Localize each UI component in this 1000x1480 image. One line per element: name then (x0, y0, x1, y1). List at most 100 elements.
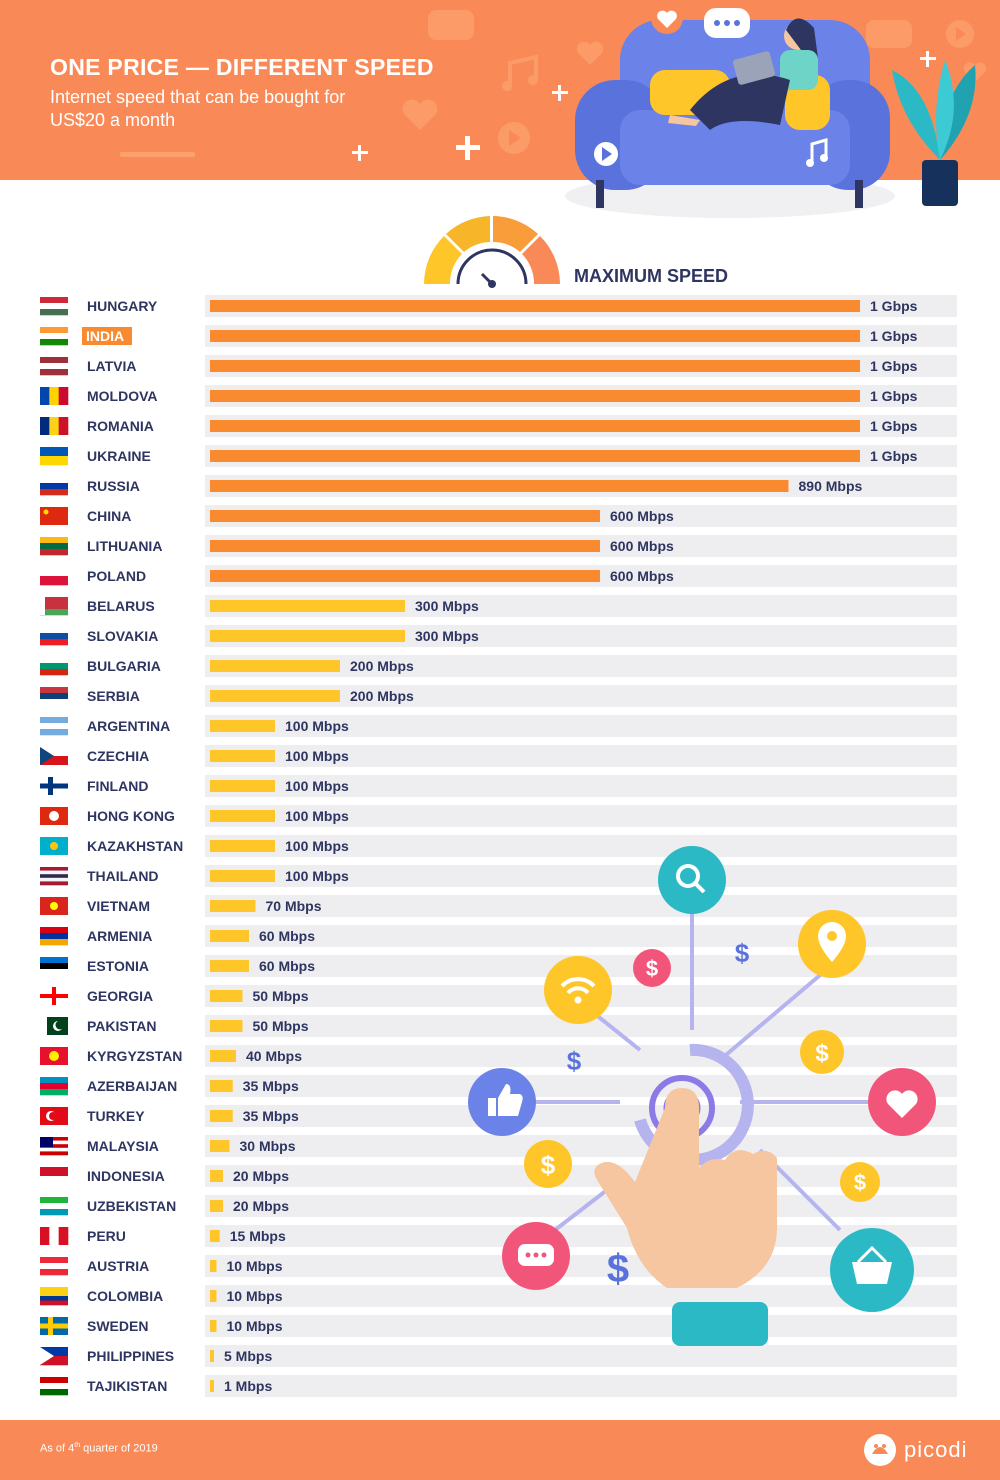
picodi-logo-icon (864, 1434, 896, 1466)
plant-illustration (892, 60, 976, 206)
flag-icon (40, 897, 68, 915)
search-icon (658, 846, 726, 914)
value-label: 1 Gbps (870, 388, 918, 404)
value-label: 1 Mbps (224, 1378, 272, 1394)
bar (210, 1200, 223, 1212)
bar-track (205, 1345, 957, 1367)
chart-row: BULGARIA 200 Mbps (40, 655, 957, 677)
bar-track (205, 1255, 957, 1277)
country-label: HONG KONG (87, 808, 175, 824)
value-label: 300 Mbps (415, 628, 479, 644)
country-label: SLOVAKIA (87, 628, 158, 644)
flag-icon (40, 1197, 68, 1216)
footnote: As of 4th quarter of 2019 (40, 1442, 158, 1455)
value-label: 50 Mbps (253, 1018, 309, 1034)
flag-icon (40, 477, 68, 496)
chart-row: ROMANIA 1 Gbps (40, 415, 957, 437)
chart-row: INDIA 1 Gbps (40, 325, 957, 347)
country-label: BULGARIA (87, 658, 161, 674)
country-label: MOLDOVA (87, 388, 158, 404)
svg-text:$: $ (646, 956, 658, 981)
country-label: POLAND (87, 568, 146, 584)
flag-icon (40, 1107, 68, 1125)
country-label: MALAYSIA (87, 1138, 159, 1154)
flag-icon (40, 927, 68, 946)
flag-icon (40, 687, 68, 706)
bar-track (205, 1285, 957, 1307)
flag-icon (40, 717, 68, 736)
value-label: 60 Mbps (259, 958, 315, 974)
country-label: HUNGARY (87, 298, 158, 314)
bar-track (205, 805, 957, 827)
location-pin-icon (798, 910, 866, 978)
flag-icon (40, 867, 68, 886)
bar (210, 1020, 243, 1032)
country-label: CHINA (87, 508, 131, 524)
country-label: ESTONIA (87, 958, 149, 974)
bar-track (205, 1135, 957, 1157)
bar (210, 1320, 217, 1332)
country-label: ROMANIA (87, 418, 154, 434)
bar-track (205, 895, 957, 917)
flag-icon (40, 507, 68, 525)
bar-track (205, 775, 957, 797)
chart-row: MALAYSIA 30 Mbps (40, 1135, 957, 1157)
dollar-coin-icon: $ (633, 949, 671, 987)
chart-row: SWEDEN 10 Mbps (40, 1315, 957, 1337)
flag-icon (40, 627, 68, 646)
heart-icon (576, 41, 604, 65)
value-label: 600 Mbps (610, 538, 674, 554)
heart-icon (651, 2, 683, 34)
country-label: VIETNAM (87, 898, 150, 914)
chart-row: UZBEKISTAN 20 Mbps (40, 1195, 957, 1217)
bar (210, 600, 405, 612)
country-label: TAJIKISTAN (87, 1378, 167, 1394)
country-label: SERBIA (87, 688, 140, 704)
value-label: 70 Mbps (266, 898, 322, 914)
country-label: RUSSIA (87, 478, 140, 494)
flag-icon (40, 1287, 68, 1306)
value-label: 890 Mbps (799, 478, 863, 494)
chat-bubble-icon (502, 1222, 570, 1290)
page-subtitle: Internet speed that can be bought for US… (50, 87, 346, 130)
value-label: 1 Gbps (870, 358, 918, 374)
flag-icon (40, 387, 69, 405)
flag-icon (40, 297, 68, 316)
bar-track (205, 685, 957, 707)
bar (210, 1260, 217, 1272)
bar (210, 540, 600, 552)
bar (210, 420, 860, 432)
flag-icon (40, 417, 69, 435)
country-label: PERU (87, 1228, 126, 1244)
country-label: PHILIPPINES (87, 1348, 174, 1364)
bar (210, 1290, 217, 1302)
country-label: UKRAINE (87, 448, 151, 464)
country-label: CZECHIA (87, 748, 149, 764)
bar (210, 720, 275, 732)
chart-row: PHILIPPINES 5 Mbps (40, 1345, 957, 1367)
chart-row: INDONESIA 20 Mbps (40, 1165, 957, 1187)
chart-row: FINLAND 100 Mbps (40, 775, 957, 797)
country-label: ARGENTINA (87, 718, 170, 734)
flag-icon (40, 357, 68, 376)
chart-title: MAXIMUM SPEED (574, 266, 729, 286)
dollar-coin-icon: $ (800, 1030, 844, 1074)
bar-track (205, 865, 957, 887)
bar-track (205, 715, 957, 737)
thumbs-up-icon (468, 1068, 536, 1136)
svg-text:$: $ (567, 1046, 582, 1076)
value-label: 600 Mbps (610, 568, 674, 584)
country-label: FINLAND (87, 778, 148, 794)
value-label: 100 Mbps (285, 868, 349, 884)
country-label: BELARUS (87, 598, 155, 614)
bar-track (205, 745, 957, 767)
bar (210, 750, 275, 762)
value-label: 40 Mbps (246, 1048, 302, 1064)
value-label: 600 Mbps (610, 508, 674, 524)
value-label: 60 Mbps (259, 928, 315, 944)
bar (210, 390, 860, 402)
chart-row: VIETNAM 70 Mbps (40, 895, 957, 917)
chart-row: MOLDOVA 1 Gbps (40, 385, 957, 407)
chart-row: RUSSIA 890 Mbps (40, 475, 957, 497)
